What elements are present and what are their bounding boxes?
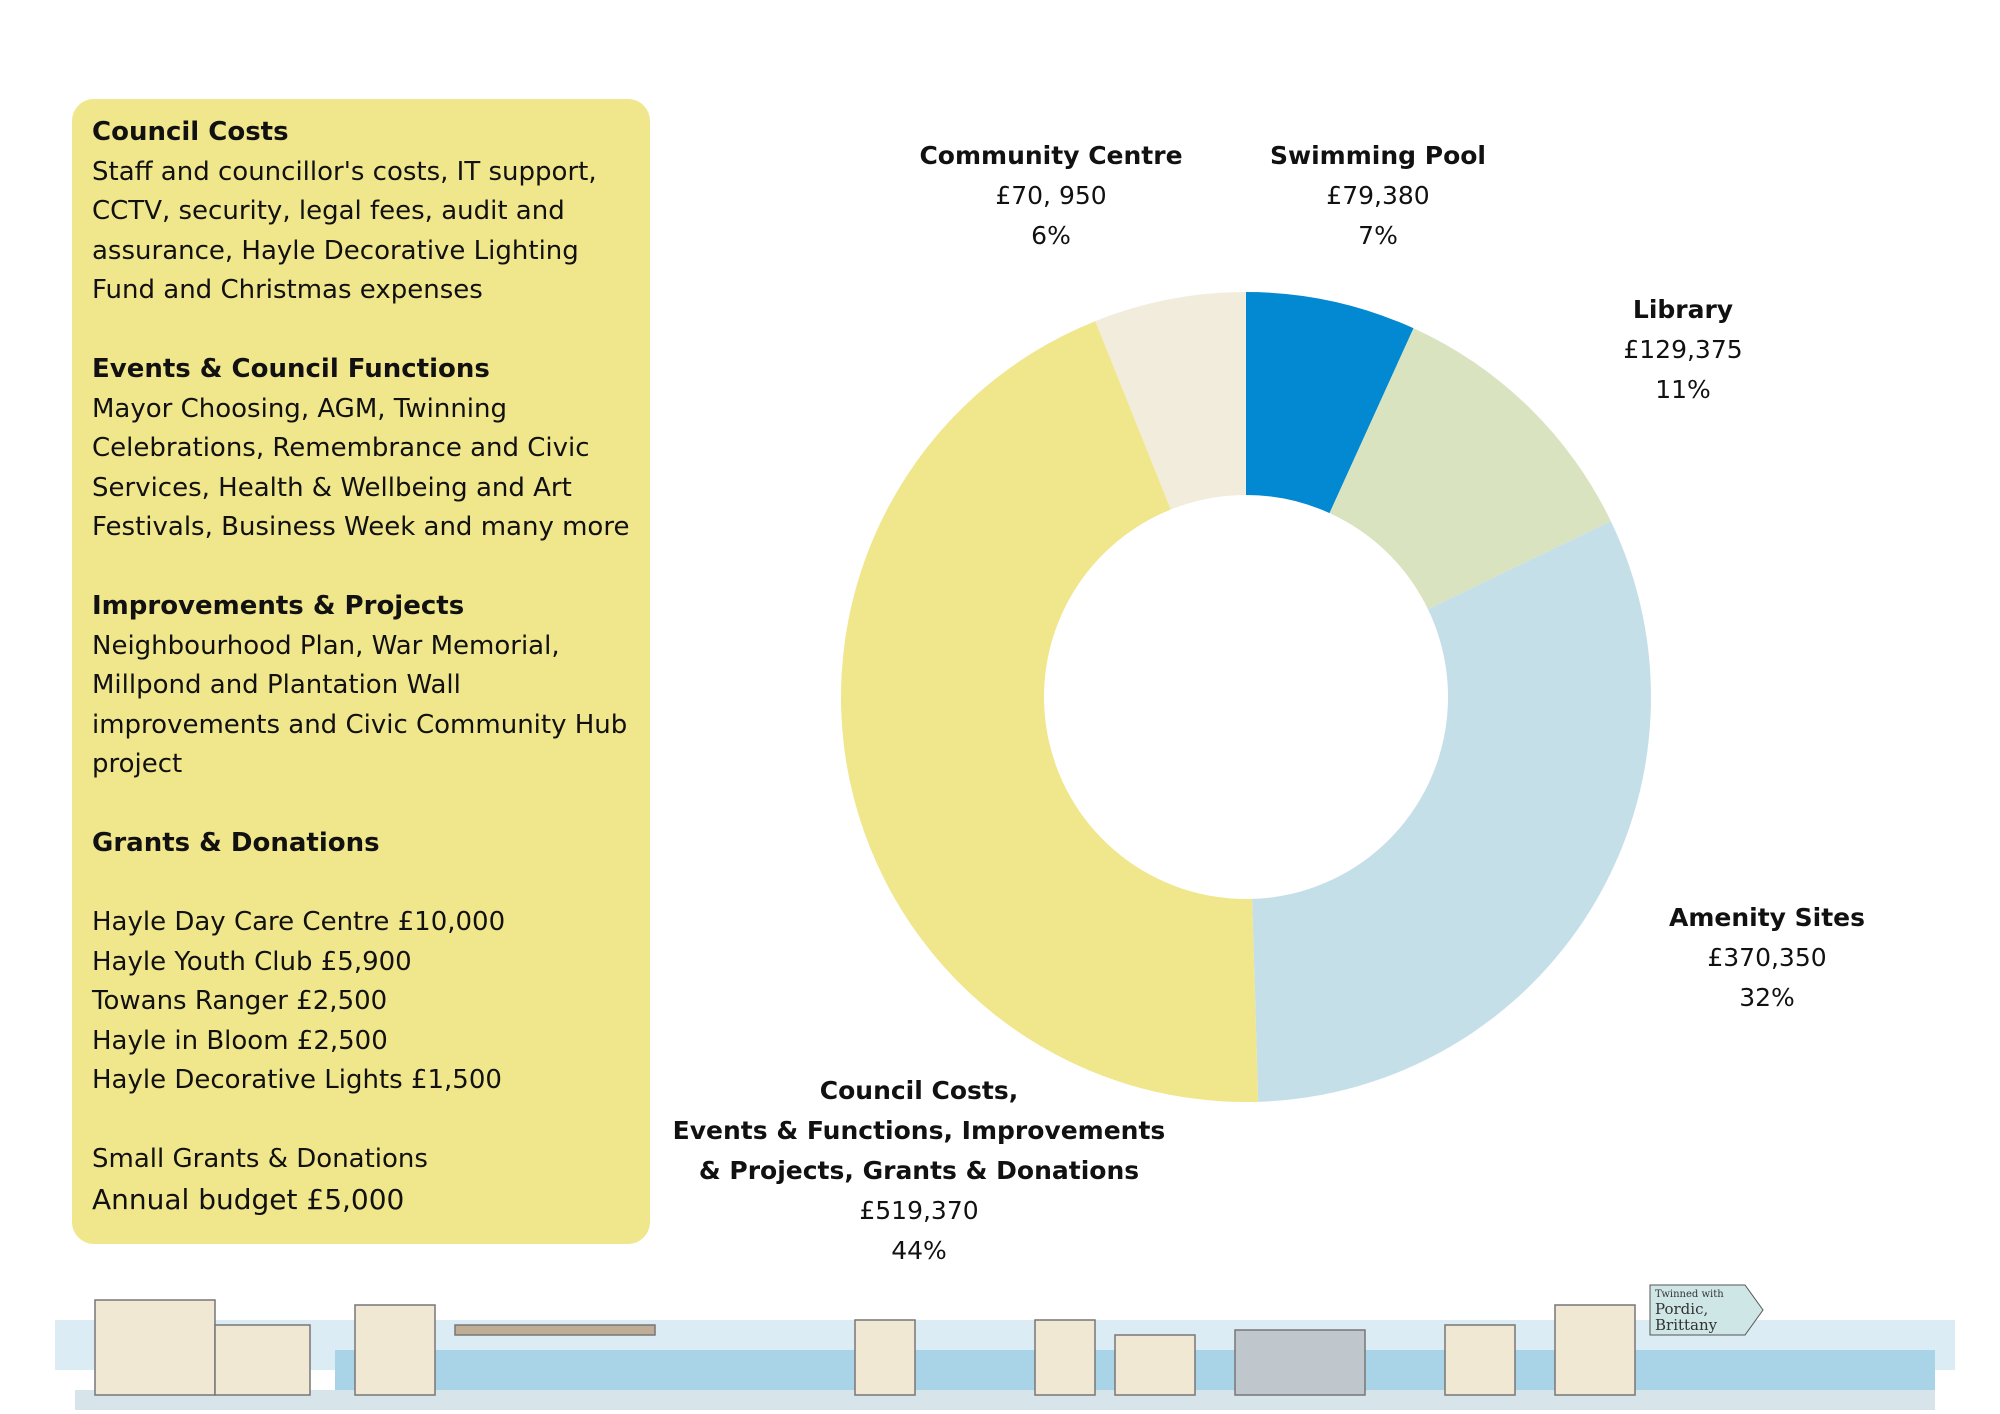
section-line: Services, Health & Wellbeing and Art bbox=[92, 472, 572, 503]
annual-budget: Annual budget £5,000 bbox=[92, 1182, 405, 1216]
slice-name: Amenity Sites bbox=[1668, 903, 1866, 932]
section-line: Fund and Christmas expenses bbox=[92, 275, 483, 305]
section-line: Mayor Choosing, AGM, Twinning bbox=[92, 393, 508, 424]
sign-line-2: Pordic, bbox=[1655, 1300, 1708, 1318]
section-heading: Improvements & Projects bbox=[92, 591, 465, 621]
slice-label: Library £129,375 11% bbox=[1623, 290, 1742, 410]
slice-amenity-sites bbox=[1252, 521, 1651, 1102]
slice-percent: 32% bbox=[1739, 983, 1795, 1012]
section-line: Celebrations, Remembrance and Civic bbox=[92, 433, 590, 463]
grant-item: Hayle in Bloom £2,500 bbox=[92, 1025, 388, 1056]
section-line: Millpond and Plantation Wall bbox=[92, 670, 461, 700]
donut-chart bbox=[841, 292, 1651, 1102]
section-heading: Events & Council Functions bbox=[92, 354, 490, 384]
grant-item: Hayle Youth Club £5,900 bbox=[92, 946, 412, 977]
section-heading: Council Costs bbox=[92, 117, 289, 147]
grant-item: Hayle Day Care Centre £10,000 bbox=[92, 907, 506, 937]
slice-name: Events & Functions, Improvements bbox=[672, 1116, 1166, 1145]
info-panel: Council Costs Staff and councillor's cost… bbox=[72, 99, 650, 1244]
sign-line-1: Twinned with bbox=[1655, 1289, 1724, 1300]
slice-name: Council Costs, bbox=[819, 1076, 1019, 1105]
section-line: Staff and councillor's costs, IT support… bbox=[92, 156, 597, 187]
ground bbox=[75, 1390, 1935, 1410]
town-illustration: Twinned with Pordic, Brittany bbox=[55, 1284, 1955, 1410]
slice-value: £129,375 bbox=[1623, 335, 1743, 364]
section-line: CCTV, security, legal fees, audit and bbox=[92, 196, 565, 226]
slice-name: Swimming Pool bbox=[1270, 141, 1486, 170]
sign-line-3: Brittany bbox=[1655, 1316, 1718, 1334]
slice-name: Library bbox=[1632, 295, 1734, 324]
grant-item: Hayle Decorative Lights £1,500 bbox=[92, 1065, 502, 1095]
section-heading: Grants & Donations bbox=[92, 828, 380, 858]
slice-community-centre bbox=[1095, 292, 1246, 510]
slice-value: £70, 950 bbox=[995, 181, 1107, 210]
slice-name: & Projects, Grants & Donations bbox=[698, 1156, 1140, 1185]
slice-percent: 7% bbox=[1358, 221, 1398, 250]
slice-value: £370,350 bbox=[1707, 943, 1827, 972]
slice-label: Swimming Pool £79,380 7% bbox=[1270, 136, 1486, 256]
slice-council-costs-events-functions-improvements-projects-grants-donations bbox=[841, 321, 1259, 1102]
slice-value: £519,370 bbox=[859, 1196, 979, 1225]
slice-label: Council Costs, Events & Functions, Improv… bbox=[673, 1071, 1166, 1271]
slice-library bbox=[1329, 328, 1611, 610]
twinned-sign: Twinned with Pordic, Brittany bbox=[1649, 1284, 1764, 1336]
slice-swimming-pool bbox=[1246, 292, 1414, 514]
section-line: project bbox=[92, 749, 183, 779]
slice-percent: 44% bbox=[891, 1236, 947, 1265]
slice-label: Amenity Sites £370,350 32% bbox=[1669, 898, 1865, 1018]
section-line: assurance, Hayle Decorative Lighting bbox=[92, 235, 579, 266]
slice-name: Community Centre bbox=[919, 141, 1183, 170]
panel-text: Council Costs Staff and councillor's cost… bbox=[92, 113, 642, 1219]
section-line: Neighbourhood Plan, War Memorial, bbox=[92, 630, 560, 661]
section-line: improvements and Civic Community Hub bbox=[92, 709, 628, 740]
buildings bbox=[94, 1299, 1636, 1396]
grant-item: Towans Ranger £2,500 bbox=[92, 986, 388, 1016]
slice-value: £79,380 bbox=[1326, 181, 1430, 210]
slice-label: Community Centre £70, 950 6% bbox=[919, 136, 1182, 256]
slice-percent: 6% bbox=[1031, 221, 1071, 250]
section-line: Festivals, Business Week and many more bbox=[92, 512, 630, 542]
small-grants-label: Small Grants & Donations bbox=[92, 1144, 428, 1174]
slice-percent: 11% bbox=[1655, 375, 1711, 404]
